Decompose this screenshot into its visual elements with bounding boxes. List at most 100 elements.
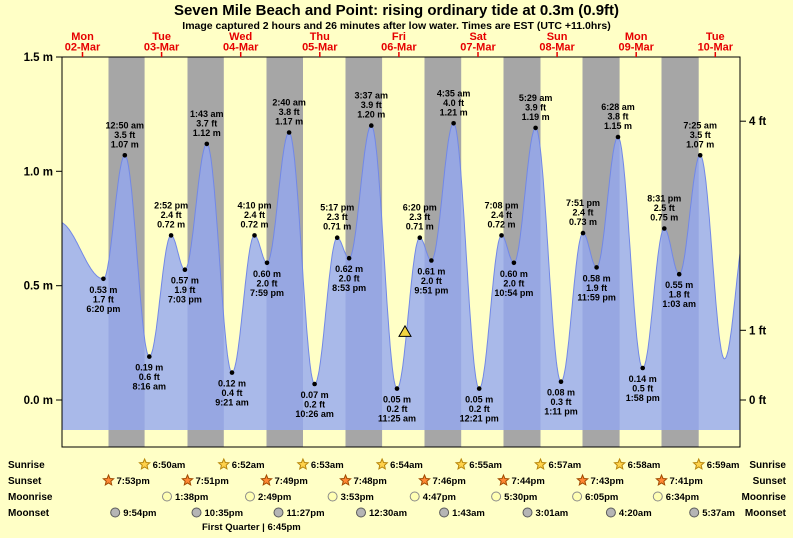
moonset-icon [356, 507, 366, 518]
moonset-icon [191, 507, 202, 518]
tide-annotation-line: 0.5 ft [632, 384, 653, 394]
tide-annotation-line: 0.72 m [487, 219, 515, 229]
sunrise-icon [296, 457, 310, 470]
moonrise-icon [245, 491, 255, 502]
tide-annotation-line: 3.5 ft [114, 130, 135, 140]
moonrise-icon [652, 491, 663, 502]
tide-annotation-line: 0.60 m [500, 269, 528, 279]
tide-annotation-line: 7:08 pm [484, 200, 518, 210]
moonrise-icon [327, 491, 338, 502]
astro-time: 6:50am [153, 460, 186, 471]
tide-annotation-line: 2:52 pm [154, 200, 188, 210]
moon-phase-label: First Quarter | 6:45pm [202, 522, 301, 533]
astro-time: 7:51pm [196, 476, 229, 487]
astro-time: 6:05pm [585, 492, 618, 503]
astro-time: 4:20am [619, 508, 652, 519]
tide-annotation-line: 0.4 ft [221, 388, 242, 398]
tide-annotation-line: 0.08 m [547, 388, 575, 398]
day-name: Tue [706, 31, 725, 43]
tide-extreme-dot [204, 141, 210, 147]
tide-annotation-line: 12:21 pm [460, 414, 499, 424]
tide-extreme-dot [312, 381, 317, 387]
day-name: Sun [547, 31, 568, 43]
tide-extreme-dot [252, 233, 257, 238]
astro-row-label-right: Moonrise [742, 492, 787, 503]
tide-annotation-line: 0.58 m [583, 273, 611, 283]
day-name: Fri [392, 31, 406, 43]
tide-annotation-line: 0.05 m [383, 395, 411, 405]
tide-extreme-dot [229, 370, 235, 375]
tide-extreme-dot [346, 255, 352, 261]
tide-extreme-dot [101, 276, 106, 282]
tide-annotation-line: 1:11 pm [544, 407, 578, 417]
astro-time: 11:27pm [287, 508, 325, 519]
tide-annotation-line: 2.3 ft [327, 212, 348, 222]
astro-time: 7:48pm [354, 476, 387, 487]
day-date: 03-Mar [144, 42, 180, 54]
tide-area [62, 123, 740, 431]
astro-time: 6:34pm [666, 492, 699, 503]
moonset-icon [522, 507, 533, 518]
tide-annotation-line: 2.0 ft [421, 276, 442, 286]
tide-annotation-line: 2.3 ft [409, 212, 430, 222]
tide-annotation-line: 4:35 am [437, 88, 471, 98]
tide-annotation-line: 1.20 m [357, 110, 385, 120]
tide-annotation-line: 0.73 m [569, 217, 597, 227]
tide-extreme-dot [676, 271, 682, 277]
tide-annotation-line: 0.53 m [89, 285, 117, 295]
day-name: Tue [152, 31, 171, 43]
tide-extreme-dot [662, 226, 667, 231]
tide-extreme-dot [594, 265, 599, 270]
tide-curve [61, 122, 741, 390]
tide-extreme-dot [615, 134, 621, 140]
tide-annotation-line: 3.8 ft [279, 107, 300, 117]
tide-annotation-line: 4:10 pm [237, 200, 271, 210]
day-date: 08-Mar [539, 42, 575, 54]
astro-time: 7:41pm [670, 476, 703, 487]
y-axis-left-label: 0.0 m [24, 395, 53, 407]
tide-extreme-dot [334, 235, 340, 240]
tide-annotation-line: 1.12 m [193, 128, 221, 138]
sunrise-icon [138, 457, 152, 470]
tide-annotation-line: 0.60 m [253, 269, 281, 279]
sunrise-icon [454, 457, 468, 470]
sunset-icon [655, 473, 668, 486]
tide-annotation-line: 0.19 m [135, 363, 163, 373]
tide-annotation-line: 11:59 pm [577, 292, 616, 302]
moonrise-icon [409, 491, 420, 502]
astro-time: 7:44pm [512, 476, 545, 487]
astro-time: 6:53am [311, 460, 344, 471]
tide-annotation-line: 8:16 am [133, 382, 167, 392]
tide-annotation-line: 2.4 ft [244, 210, 265, 220]
tide-extreme-dot [417, 235, 423, 240]
tide-annotation-line: 0.6 ft [139, 372, 160, 382]
tide-annotation-line: 1.9 ft [586, 283, 607, 293]
moonset-icon [110, 507, 121, 518]
current-tide-marker [398, 324, 412, 337]
tide-extreme-dot [580, 230, 586, 236]
tide-annotation-line: 0.2 ft [386, 404, 407, 414]
tide-annotation-line: 0.12 m [218, 379, 246, 389]
y-axis-left-label: 0.5 m [24, 281, 53, 293]
moonrise-icon [491, 491, 502, 502]
tide-annotation-line: 0.72 m [157, 219, 185, 229]
tide-annotation-line: 0.71 m [406, 222, 434, 232]
sunset-icon [497, 473, 510, 486]
tide-annotation-line: 5:29 am [519, 93, 553, 103]
tide-extreme-dot [147, 354, 152, 359]
moonset-icon [273, 507, 284, 518]
astro-time: 7:43pm [591, 476, 624, 487]
tide-annotation-line: 0.71 m [323, 222, 351, 232]
tide-extreme-dot [558, 379, 564, 385]
tide-annotation-line: 3.9 ft [525, 102, 546, 112]
tide-annotation-line: 1:58 pm [626, 393, 660, 403]
chart-subtitle: Image captured 2 hours and 26 minutes af… [182, 20, 611, 32]
tide-extreme-dot [697, 153, 703, 158]
y-axis-left-label: 1.5 m [24, 52, 53, 64]
tide-annotation-line: 2.5 ft [654, 203, 675, 213]
astro-time: 5:30pm [504, 492, 537, 503]
tide-annotation-line: 10:54 pm [494, 288, 533, 298]
day-name: Mon [71, 31, 94, 43]
day-date: 10-Mar [698, 42, 734, 54]
sunset-icon [260, 473, 273, 486]
